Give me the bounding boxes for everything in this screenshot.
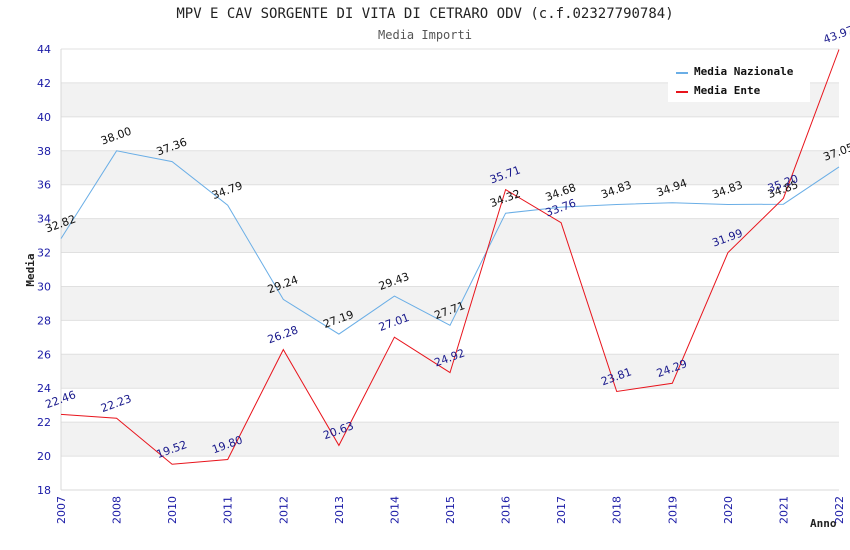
x-tick-label: 2016	[500, 496, 513, 524]
y-tick-label: 44	[37, 43, 51, 56]
grid-band	[61, 150, 839, 185]
grid-band	[61, 218, 839, 253]
series-line-media-nazionale	[60, 150, 840, 335]
y-tick-label: 38	[37, 145, 51, 158]
y-tick-label: 40	[37, 111, 51, 124]
grid-band	[61, 388, 839, 423]
y-tick-label: 42	[37, 77, 51, 90]
y-tick-label: 20	[37, 450, 51, 463]
series-lines	[60, 49, 840, 465]
x-axis-ticks: 2007 2008 2010 2011 2012 2013 2014 2015 2016 2017…	[55, 496, 846, 524]
x-tick-label: 2011	[222, 496, 235, 524]
grid-band	[61, 116, 839, 151]
y-tick-label: 24	[37, 382, 51, 395]
legend-label-ente: Media Ente	[694, 84, 761, 97]
grid-bands	[60, 48, 839, 491]
chart-subtitle: Media Importi	[378, 28, 472, 42]
x-tick-label: 2017	[555, 496, 568, 524]
x-tick-label: 2018	[611, 496, 624, 524]
x-tick-label: 2007	[55, 496, 68, 524]
x-tick-label: 2008	[111, 496, 124, 524]
x-tick-label: 2015	[444, 496, 457, 524]
y-tick-label: 34	[37, 213, 51, 226]
y-axis-label: Media	[24, 253, 37, 286]
y-tick-label: 22	[37, 416, 51, 429]
grid-band	[61, 456, 839, 490]
x-tick-label: 2012	[277, 496, 290, 524]
grid-band	[61, 184, 839, 219]
y-axis-ticks: 18 20 22 24 26 28 30 32 34 36 38 40 42 44	[37, 43, 51, 497]
y-tick-label: 26	[37, 348, 51, 361]
x-axis-label: Anno	[810, 517, 837, 530]
grid-band	[61, 422, 839, 457]
y-tick-label: 18	[37, 484, 51, 497]
x-tick-label: 2010	[166, 496, 179, 524]
x-tick-label: 2022	[833, 496, 846, 524]
x-tick-label: 2013	[333, 496, 346, 524]
y-tick-label: 32	[37, 247, 51, 260]
data-label: 43.97	[822, 23, 850, 46]
chart-title: MPV E CAV SORGENTE DI VITA DI CETRARO OD…	[176, 6, 673, 22]
legend-box	[668, 60, 810, 102]
x-tick-label: 2020	[722, 496, 735, 524]
y-tick-label: 36	[37, 179, 51, 192]
y-tick-label: 28	[37, 314, 51, 327]
grid-band	[61, 252, 839, 287]
x-tick-label: 2014	[388, 496, 401, 524]
grid-band	[61, 286, 839, 321]
x-tick-label: 2019	[666, 496, 679, 524]
legend: Media Nazionale Media Ente	[668, 60, 810, 102]
grid-band	[61, 320, 839, 355]
x-tick-label: 2021	[777, 496, 790, 524]
series-line-media-ente	[60, 49, 840, 465]
legend-label-naz: Media Nazionale	[694, 65, 794, 78]
y-tick-label: 30	[37, 280, 51, 293]
